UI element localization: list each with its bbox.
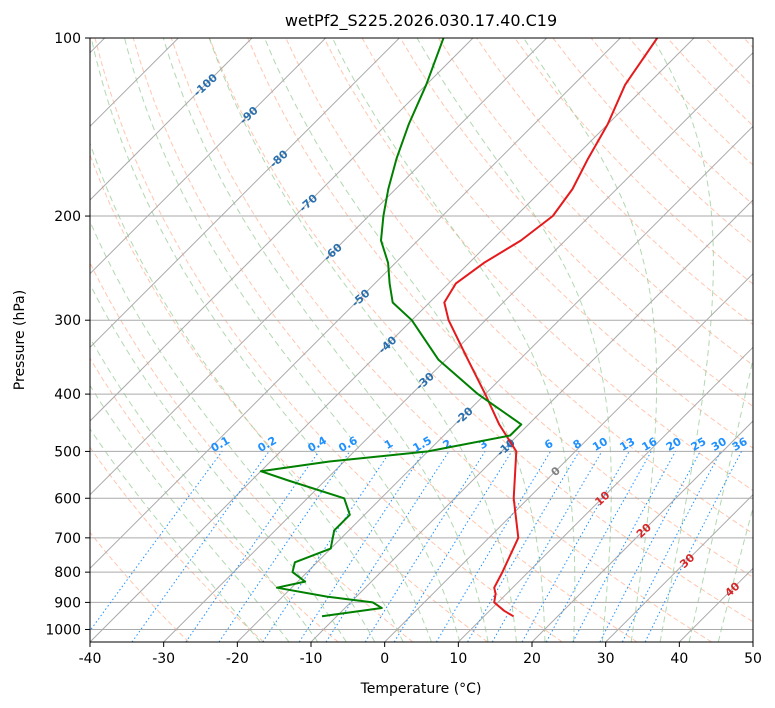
chart-title: wetPf2_S225.2026.030.17.40.C19 — [285, 11, 557, 31]
y-tick-label: 200 — [54, 209, 81, 225]
isotherm-line — [90, 38, 695, 642]
moist-adiabat — [416, 38, 612, 642]
x-axis-title: Temperature (°C) — [360, 681, 482, 697]
x-tick-label: 40 — [670, 651, 688, 667]
mixing-ratio-line — [644, 451, 742, 642]
y-tick-label: 300 — [54, 313, 81, 329]
dry-adiabat — [209, 38, 753, 623]
dry-adiabat — [132, 38, 638, 642]
y-tick-label: 1000 — [45, 622, 81, 638]
x-tick-label: 50 — [744, 651, 762, 667]
moist-adiabat — [208, 38, 517, 642]
moist-adiabat — [688, 356, 753, 642]
isotherm-line — [310, 199, 753, 642]
isotherm-line — [90, 38, 327, 275]
y-tick-label: 800 — [54, 565, 81, 581]
x-tick-label: -30 — [152, 651, 175, 667]
isotherm-line — [90, 38, 400, 349]
dry-adiabat — [90, 357, 339, 642]
y-axis: 100 200 300 400 500 600 700 800 900 1000 — [45, 31, 90, 638]
plot-frame — [89, 37, 754, 643]
y-tick-label: 900 — [54, 595, 81, 611]
mixing-ratio-line — [185, 451, 320, 642]
mixing-ratio-line — [621, 451, 722, 642]
y-tick-label: 400 — [54, 387, 81, 403]
y-tick-label: 600 — [54, 491, 81, 507]
moist-adiabat — [264, 38, 546, 642]
moist-adiabat — [90, 337, 319, 642]
dry-adiabat — [323, 38, 753, 492]
moist-adiabat — [523, 38, 658, 642]
mixing-ratio-line — [521, 451, 630, 642]
y-tick-label: 100 — [54, 31, 81, 47]
isotherm-line — [163, 51, 753, 642]
dry-adiabat — [399, 38, 753, 408]
mixing-ratio-line — [218, 451, 351, 642]
moist-adiabat — [90, 384, 290, 642]
isotherm-line — [605, 493, 753, 642]
x-tick-label: 10 — [449, 651, 467, 667]
moist-adiabat — [90, 38, 432, 642]
x-tick-label: -20 — [226, 651, 249, 667]
mixing-ratio-line — [572, 451, 676, 642]
dewpoint-profile-line — [259, 38, 523, 618]
moist-adiabat — [90, 427, 261, 642]
y-axis-title: Pressure (hPa) — [12, 290, 28, 390]
isotherm-line — [531, 420, 753, 642]
temperature-profile-line — [443, 38, 659, 618]
moist-adiabat — [90, 220, 376, 642]
isotherm-line — [457, 346, 753, 642]
dry-adiabat — [90, 446, 264, 642]
x-axis: -40 -30 -20 -10 0 10 20 30 40 50 — [79, 642, 762, 667]
isotherm-line — [236, 125, 753, 642]
profile-series — [259, 38, 659, 618]
moist-adiabat — [90, 283, 347, 642]
mixing-ratio-line — [393, 451, 513, 642]
y-tick-label: 500 — [54, 444, 81, 460]
dry-adiabat — [90, 153, 488, 642]
mixing-ratio-line — [545, 451, 652, 642]
dry-adiabat — [437, 38, 753, 366]
x-tick-label: -40 — [79, 651, 102, 667]
mixing-ratio-line — [131, 451, 270, 642]
dry-adiabat — [247, 38, 753, 578]
isotherm-line — [90, 38, 548, 496]
moist-adiabat — [162, 38, 489, 642]
isotherm-line — [90, 38, 253, 201]
mixing-ratio-line — [325, 451, 450, 642]
dry-adiabat — [514, 38, 753, 285]
dry-adiabat — [94, 38, 563, 642]
moist-adiabat — [652, 38, 714, 642]
dry-adiabat — [90, 531, 190, 642]
moist-adiabat — [124, 38, 461, 642]
isotherm-line — [90, 38, 474, 422]
moist-adiabat — [90, 141, 404, 642]
x-tick-label: 0 — [380, 651, 389, 667]
x-tick-label: 20 — [523, 651, 541, 667]
y-tick-label: 700 — [54, 531, 81, 547]
isotherm-line — [90, 38, 621, 570]
isotherm-line — [384, 272, 753, 642]
dry-adiabat — [170, 38, 712, 642]
x-tick-label: -10 — [300, 651, 323, 667]
mixing-ratio-line — [262, 451, 391, 642]
x-tick-label: 30 — [597, 651, 615, 667]
reference-lines — [90, 38, 753, 642]
moist-adiabat — [717, 506, 753, 642]
mixing-ratio-line — [90, 451, 223, 632]
mixing-ratio-line — [298, 451, 425, 642]
